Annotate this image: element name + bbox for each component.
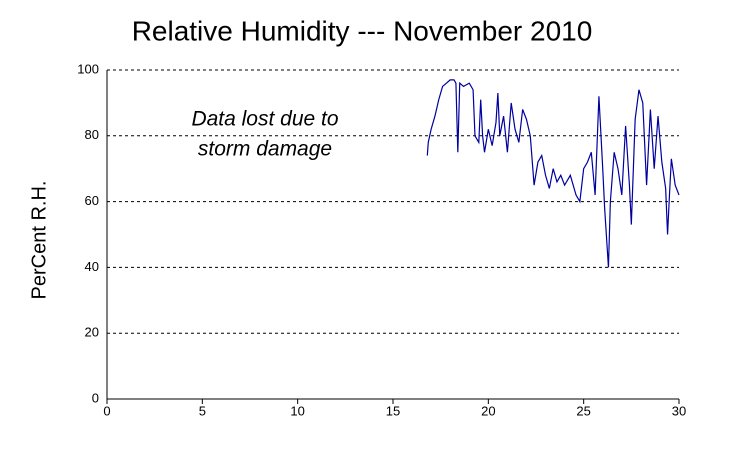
y-tick-label: 60: [85, 193, 99, 208]
annotation: Data lost due to: [191, 108, 338, 131]
y-tick-label: 20: [85, 325, 99, 340]
y-tick-label: 40: [85, 259, 99, 274]
y-tick-label: 80: [85, 127, 99, 142]
annotation: storm damage: [198, 138, 332, 161]
x-tick-label: 10: [290, 403, 304, 418]
y-tick-label: 0: [92, 390, 99, 405]
x-tick-label: 20: [481, 403, 495, 418]
x-tick-label: 25: [576, 403, 590, 418]
x-tick-label: 0: [103, 403, 110, 418]
x-tick-label: 30: [672, 403, 686, 418]
y-axis-label: PerCent R.H.: [28, 181, 50, 300]
chart-title: Relative Humidity --- November 2010: [132, 15, 593, 46]
x-tick-label: 5: [199, 403, 206, 418]
x-tick-label: 15: [386, 403, 400, 418]
y-tick-label: 100: [77, 61, 99, 76]
data-line: [426, 79, 680, 268]
